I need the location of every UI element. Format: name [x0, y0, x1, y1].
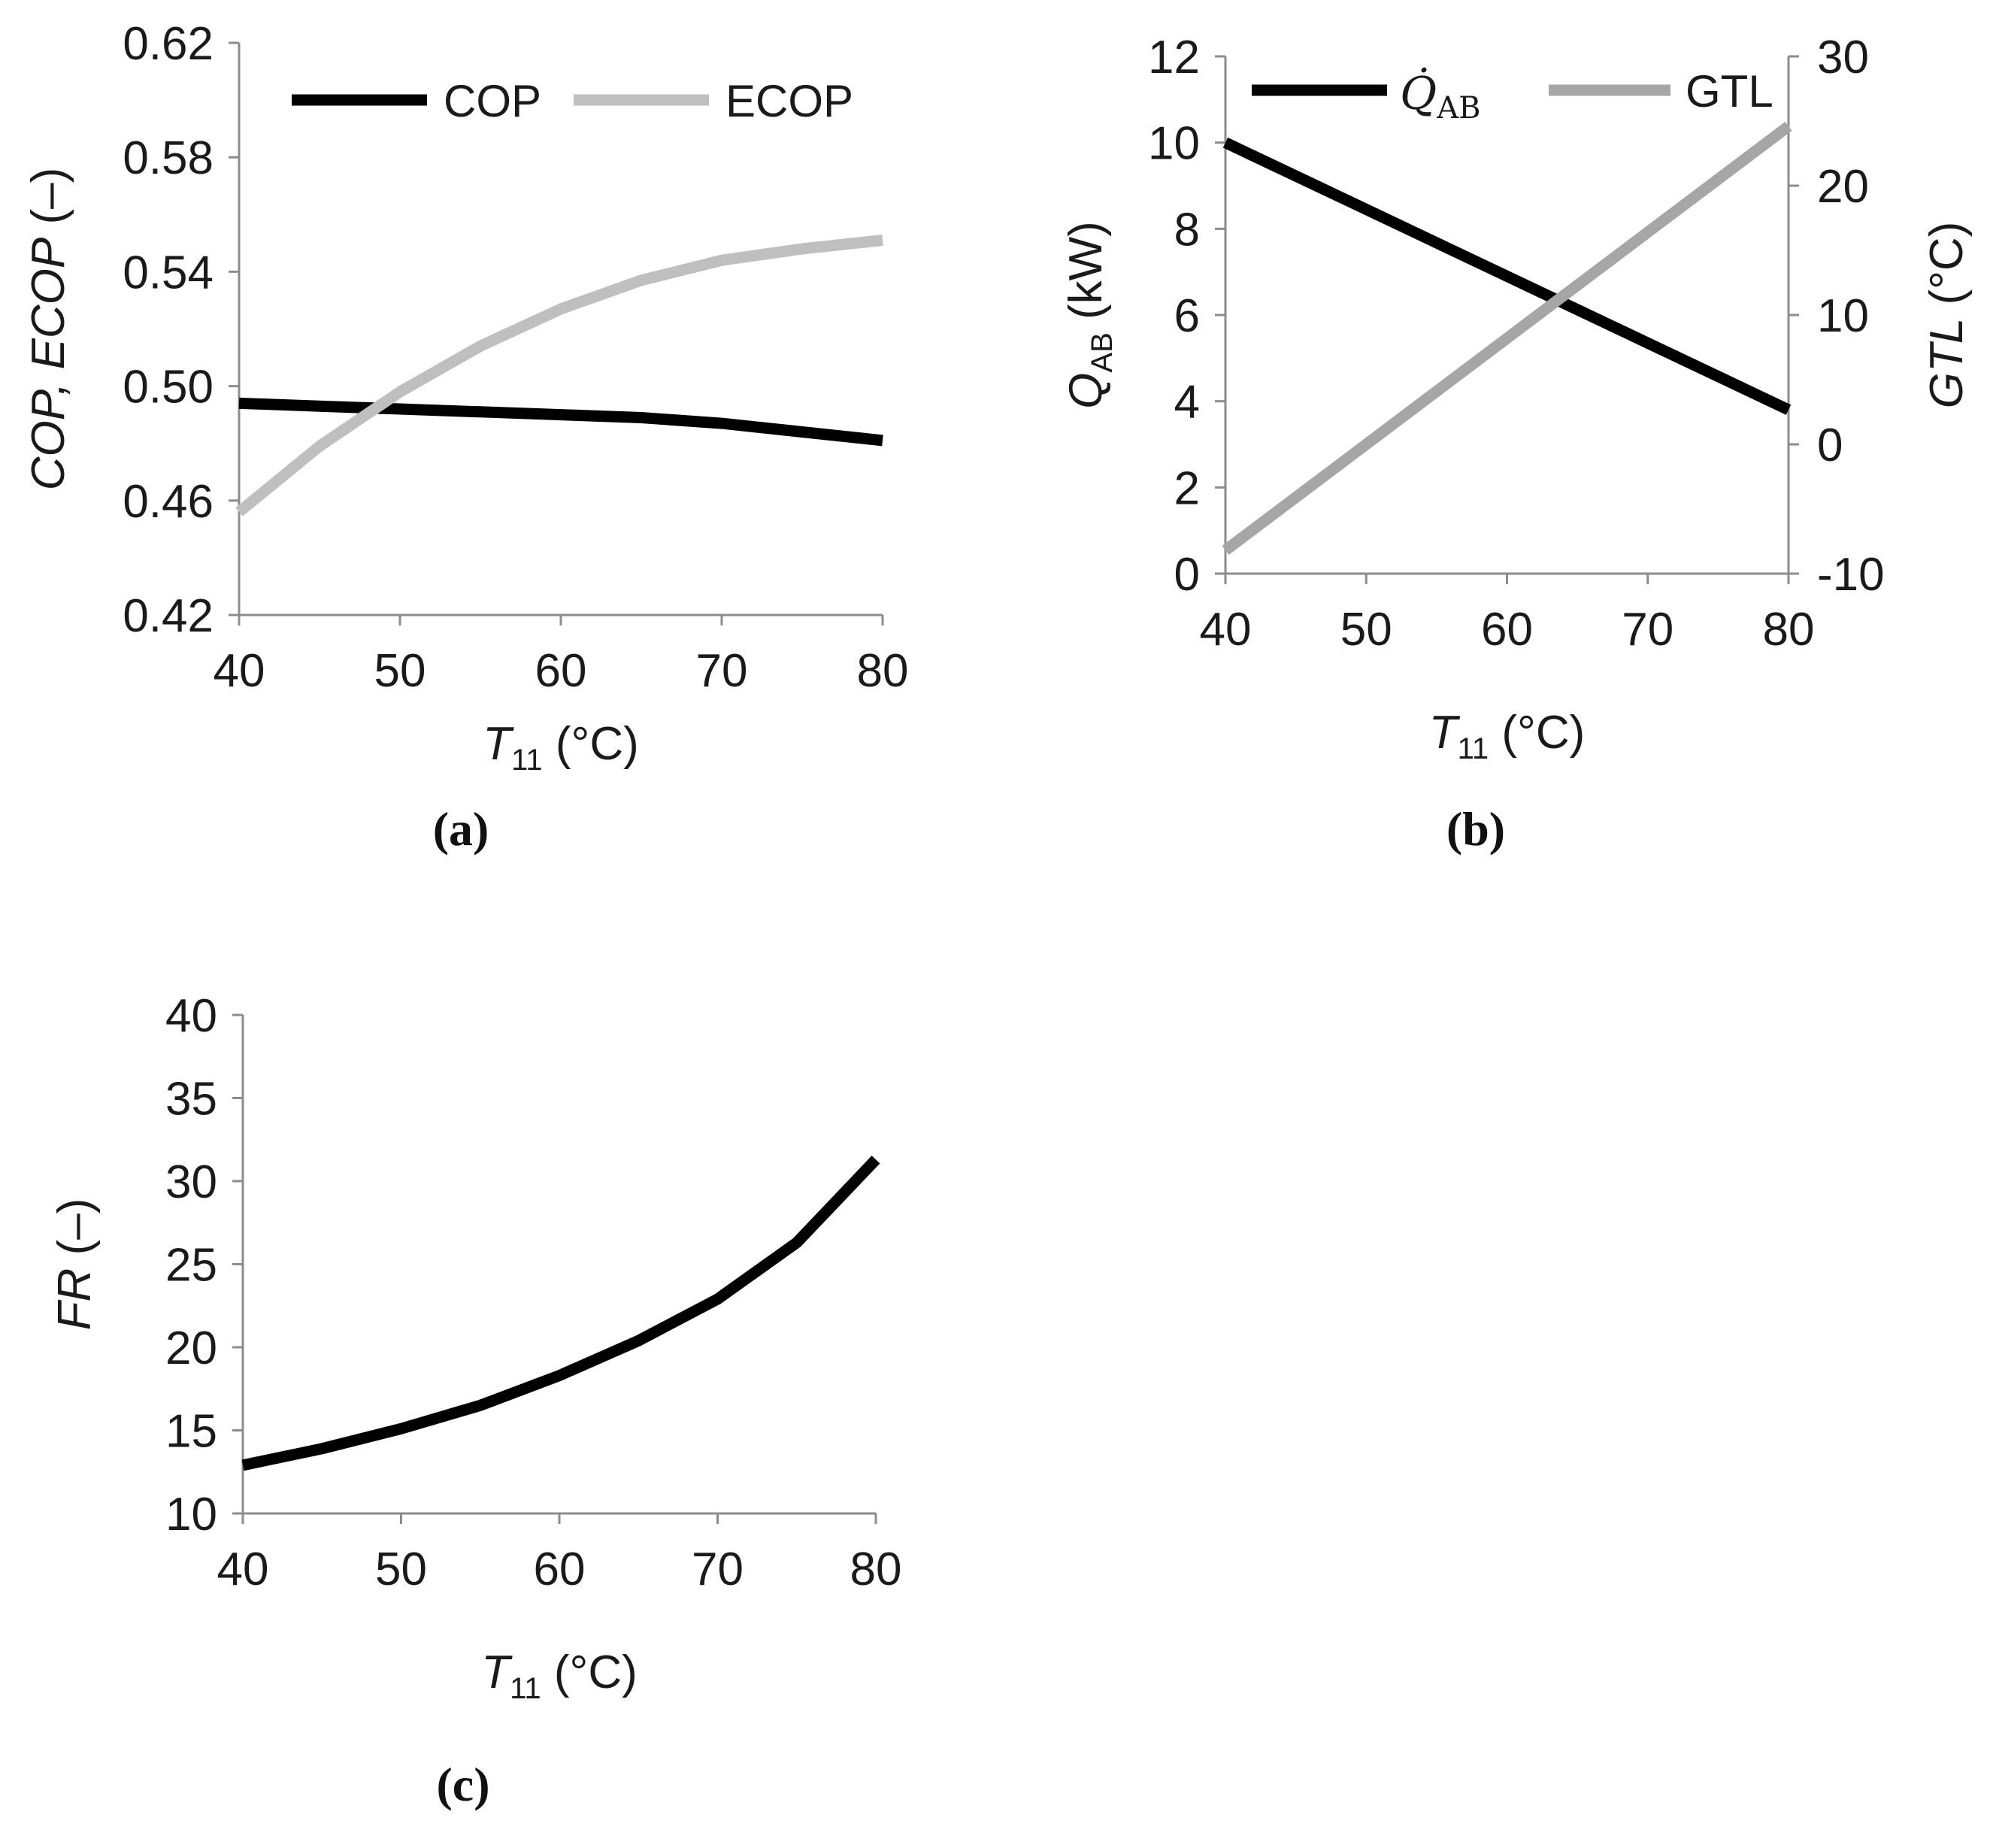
- x-tick-label-b: 80: [1763, 604, 1815, 656]
- series-line-a-0: [238, 397, 883, 447]
- x-axis-label-b: T11 (°C): [1429, 707, 1586, 765]
- y-tick-label-c: 25: [165, 1240, 217, 1292]
- panel-label-b: (b): [1446, 802, 1505, 856]
- y-axis-label-right-b: GTL (°C): [1921, 222, 1973, 409]
- x-axis-label-c: T11 (°C): [481, 1647, 638, 1705]
- y-tick-label-b: 0: [1174, 549, 1200, 601]
- y-tick-label-b: 4: [1174, 377, 1200, 429]
- x-tick-label-a: 50: [374, 645, 426, 697]
- series-line-b-1: [1222, 121, 1792, 555]
- y-tick-label-a: 0.42: [123, 590, 214, 642]
- series-line-a-1: [235, 235, 883, 517]
- legend-label-b-1: GTL: [1686, 66, 1773, 117]
- x-tick-label-b: 40: [1200, 604, 1252, 656]
- y-tick-label-b: 10: [1148, 118, 1200, 170]
- x-tick-label-a: 40: [214, 645, 265, 697]
- panel-label-c: (c): [436, 1758, 489, 1811]
- legend-label-a-1: ECOP: [725, 76, 853, 126]
- legend-label-a-0: COP: [444, 76, 541, 126]
- y-tick-label-b: 8: [1174, 204, 1200, 256]
- y-axis-label-a: COP, ECOP (–): [23, 168, 74, 491]
- y-tick-label-right-b: 20: [1817, 161, 1869, 213]
- y-tick-label-c: 15: [165, 1406, 217, 1458]
- y-tick-label-c: 30: [165, 1156, 217, 1208]
- x-tick-label-b: 50: [1340, 604, 1392, 656]
- y-tick-label-a: 0.62: [123, 18, 214, 70]
- y-axis-label-c: FR (–): [49, 1198, 101, 1331]
- y-tick-label-right-b: -10: [1817, 549, 1885, 601]
- x-tick-label-c: 60: [534, 1544, 586, 1595]
- y-tick-label-b: 6: [1174, 290, 1200, 342]
- series-line-b-0: [1222, 137, 1792, 415]
- x-tick-label-b: 60: [1481, 604, 1533, 656]
- y-tick-label-right-b: 10: [1817, 290, 1869, 342]
- y-tick-label-c: 35: [165, 1074, 217, 1125]
- x-tick-label-a: 60: [535, 645, 587, 697]
- panel-label-a: (a): [433, 802, 489, 856]
- x-axis-label-a: T11 (°C): [483, 718, 639, 777]
- y-tick-label-right-b: 30: [1817, 32, 1869, 83]
- legend-label-b-0: Q̇AB: [1400, 67, 1480, 126]
- x-tick-label-c: 50: [375, 1544, 427, 1595]
- y-tick-label-a: 0.46: [123, 476, 214, 528]
- y-tick-label-a: 0.54: [123, 247, 214, 298]
- y-tick-label-c: 10: [165, 1489, 217, 1541]
- y-tick-label-right-b: 0: [1817, 420, 1843, 471]
- series-line-c-0: [241, 1156, 880, 1471]
- x-tick-label-a: 80: [857, 645, 909, 697]
- y-tick-label-b: 2: [1174, 462, 1200, 514]
- y-axis-label-left-b: QAB (kW): [1060, 221, 1119, 409]
- y-tick-label-a: 0.58: [123, 132, 214, 184]
- x-tick-label-c: 40: [217, 1544, 269, 1595]
- y-tick-label-c: 20: [165, 1322, 217, 1374]
- y-tick-label-b: 12: [1148, 32, 1200, 83]
- x-tick-label-b: 70: [1622, 604, 1673, 656]
- y-tick-label-c: 40: [165, 990, 217, 1042]
- x-tick-label-c: 80: [850, 1544, 902, 1595]
- x-tick-label-a: 70: [696, 645, 748, 697]
- x-tick-label-c: 70: [692, 1544, 744, 1595]
- y-tick-label-a: 0.50: [123, 362, 214, 414]
